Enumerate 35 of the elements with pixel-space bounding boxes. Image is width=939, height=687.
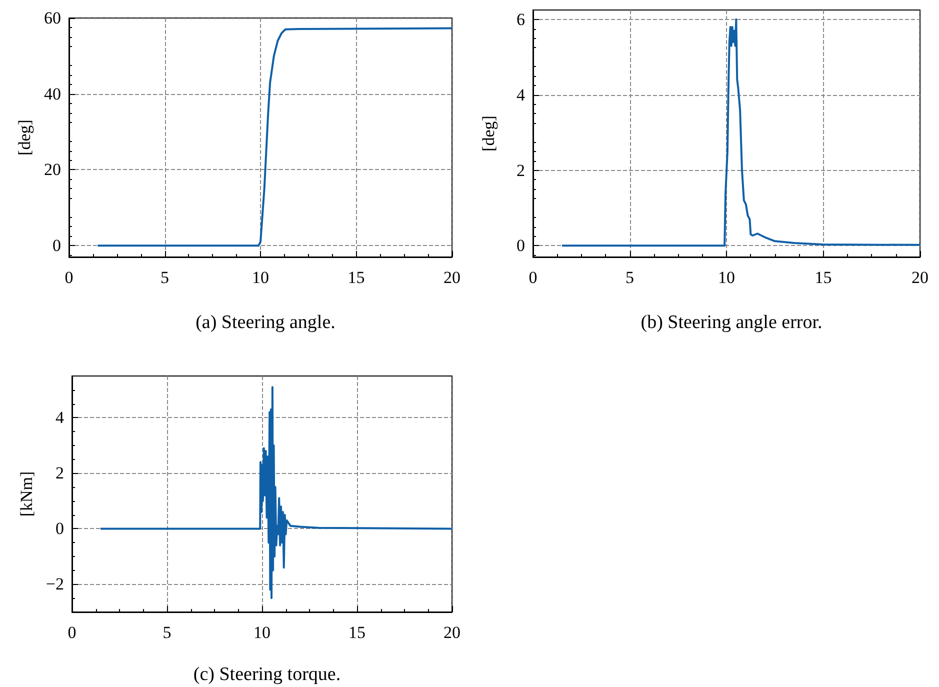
y-tick-label: 6 (516, 10, 525, 29)
text: (a) Steering angle. (196, 312, 336, 333)
x-tick-label: 5 (626, 268, 634, 287)
x-tick-label: 10 (718, 268, 735, 287)
y-tick-label: 0 (52, 236, 61, 256)
line-series (96, 27, 453, 247)
x-tick-label: 5 (160, 268, 169, 287)
y-tick-label: 2 (516, 160, 525, 180)
y-tick-label: 0 (56, 519, 64, 538)
y-tick-label: 40 (44, 84, 61, 104)
x-tick-label: 15 (348, 623, 366, 642)
text: (b) Steering angle error. (640, 312, 822, 333)
y-tick-label: 4 (516, 85, 526, 104)
x-tick-label: 5 (162, 623, 172, 642)
x-tick-label: 0 (68, 623, 76, 642)
y-tick-label: −2 (46, 574, 64, 594)
x-tick-label: 10 (254, 623, 270, 642)
y-tick-label: 60 (44, 8, 61, 28)
x-tick-label: 10 (252, 268, 269, 287)
y-tick-label: 4 (56, 408, 64, 428)
x-tick-label: 0 (528, 268, 538, 287)
x-tick-label: 20 (444, 268, 460, 287)
y-tick-label: 0 (516, 236, 525, 256)
y-tick-label: 20 (44, 160, 61, 180)
y-axis-title: [deg] (479, 116, 498, 152)
text: (c) Steering torque. (193, 664, 341, 685)
x-tick-label: 20 (444, 623, 460, 642)
y-axis-title: [kNm] (17, 471, 36, 517)
line-series (100, 386, 453, 600)
y-axis-title: [deg] (15, 120, 34, 156)
x-tick-label: 15 (814, 268, 832, 287)
line-series (561, 18, 921, 247)
x-tick-label: 20 (912, 268, 928, 287)
y-tick-label: 2 (56, 464, 64, 483)
x-tick-label: 15 (348, 268, 365, 287)
